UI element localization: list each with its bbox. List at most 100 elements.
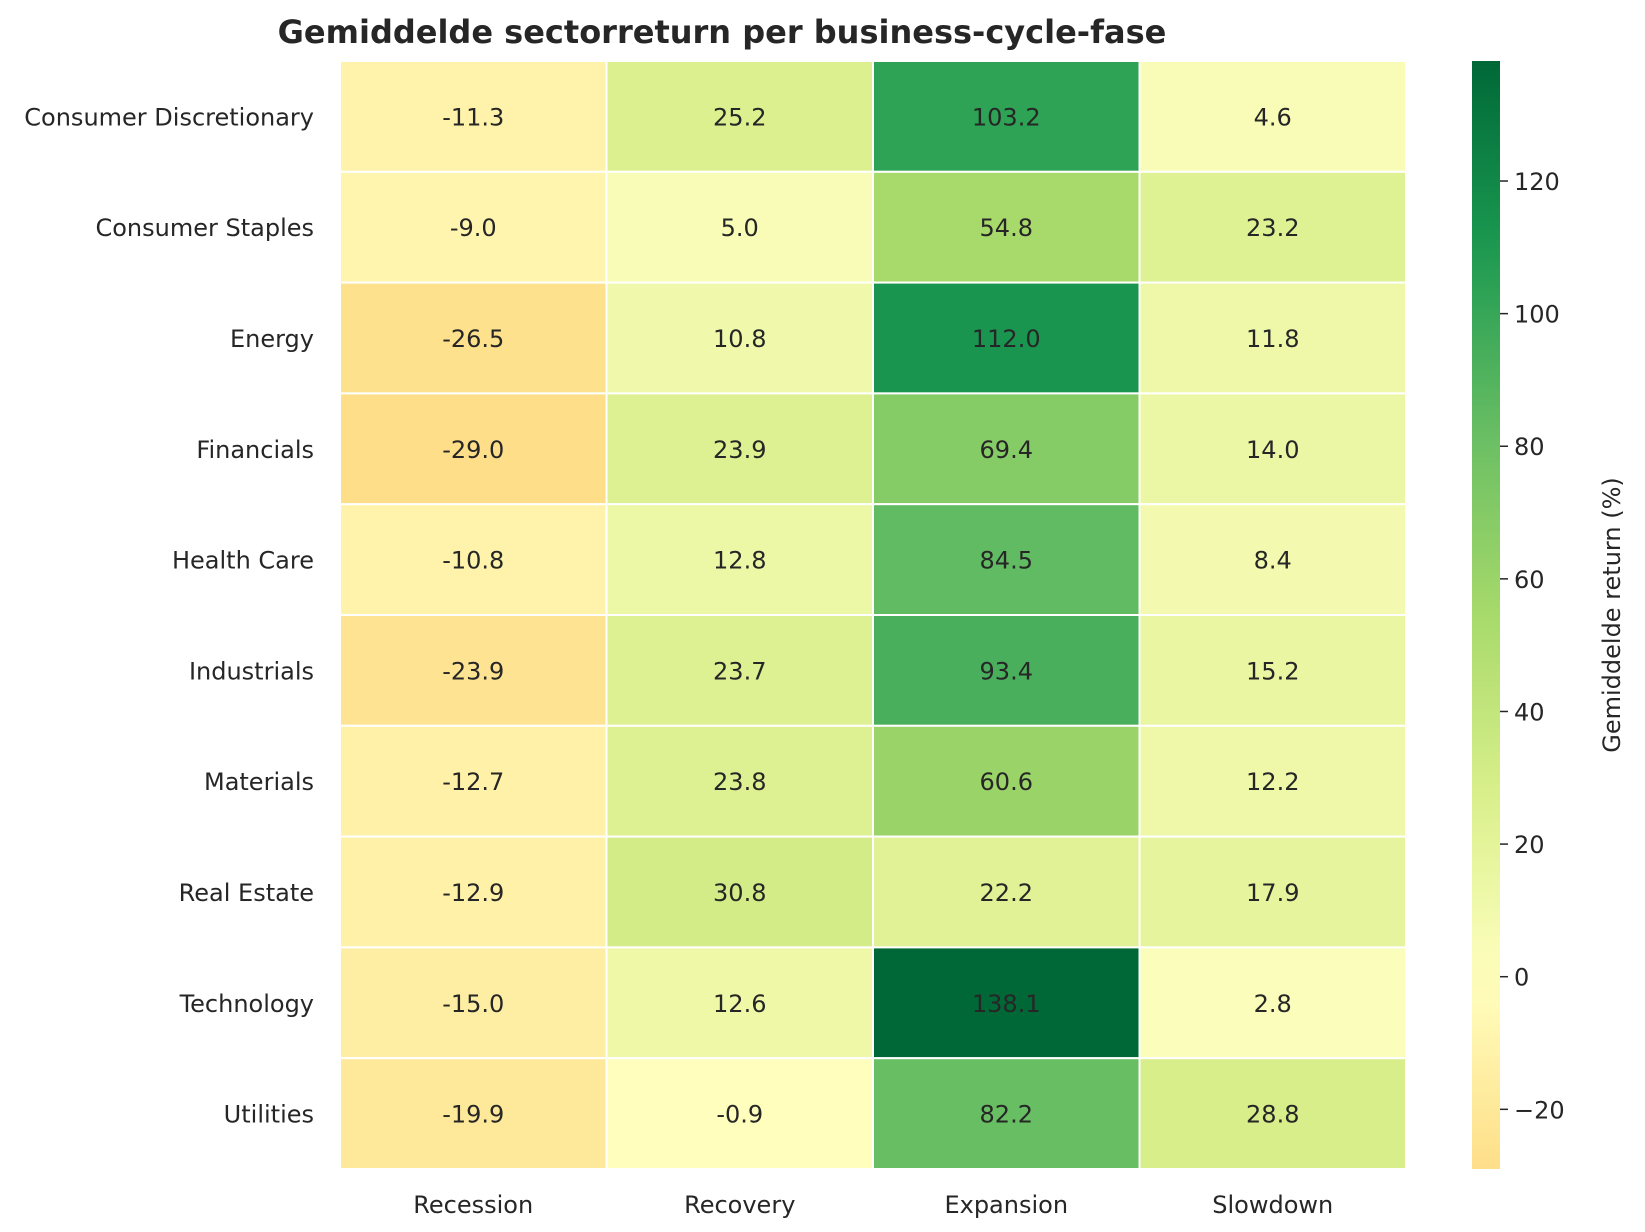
row-tick-label: Energy [230, 325, 314, 353]
heatmap-cell [1138, 946, 1407, 1060]
heatmap-cell [339, 170, 608, 284]
heatmap-cell [339, 1057, 608, 1170]
cell-value-label: 8.4 [1254, 547, 1292, 575]
cell-value-label: 11.8 [1246, 325, 1299, 353]
cell-value-label: 23.7 [713, 657, 766, 685]
cell-value-label: 82.2 [980, 1101, 1033, 1129]
row-tick-label: Utilities [224, 1101, 314, 1129]
cell-value-label: 84.5 [980, 547, 1033, 575]
row-tick-label: Financials [196, 436, 314, 464]
cell-value-label: -0.9 [716, 1101, 763, 1129]
colorbar-label: Gemiddelde return (%) [1598, 477, 1626, 752]
row-tick-label: Real Estate [179, 879, 314, 907]
chart-title: Gemiddelde sectorreturn per business-cyc… [278, 13, 1167, 51]
colorbar-tick-label: 100 [1514, 301, 1560, 329]
colorbar-tick-label: 60 [1514, 566, 1545, 594]
cell-value-label: -11.3 [442, 103, 504, 131]
cell-value-label: -9.0 [450, 214, 497, 242]
row-tick-label: Technology [179, 990, 314, 1018]
heatmap-cell [339, 724, 608, 838]
cell-value-label: 69.4 [980, 436, 1033, 464]
cell-value-label: 22.2 [980, 879, 1033, 907]
heatmap-cells: -11.3 25.2 103.2 4.6 -9.0 5.0 54.8 23.2 -26.5 10.… [339, 60, 1407, 1170]
heatmap-cell [605, 614, 874, 727]
cell-value-label: 23.9 [713, 436, 766, 464]
cell-value-label: 25.2 [713, 103, 766, 131]
cell-value-label: -10.8 [442, 547, 504, 575]
column-tick-label: Recession [413, 1191, 533, 1219]
colorbar-tick-label: 20 [1514, 831, 1545, 859]
row-tick-label: Materials [204, 768, 314, 796]
heatmap-cell [605, 392, 874, 506]
column-tick-label: Slowdown [1212, 1191, 1333, 1219]
cell-value-label: 14.0 [1246, 436, 1299, 464]
row-tick-label: Health Care [172, 547, 314, 575]
cell-value-label: 28.8 [1246, 1101, 1299, 1129]
heatmap-cell [872, 724, 1141, 838]
cell-value-label: 60.6 [980, 768, 1033, 796]
cell-value-label: -26.5 [442, 325, 504, 353]
heatmap-cell [1138, 281, 1407, 395]
heatmap-cell [605, 503, 874, 617]
cell-value-label: -19.9 [442, 1101, 504, 1129]
heatmap-cell [605, 170, 874, 284]
colorbar-tick-label: 120 [1514, 168, 1560, 196]
cell-value-label: 112.0 [972, 325, 1041, 353]
heatmap-cell [605, 1057, 874, 1170]
heatmap-cell [1138, 60, 1407, 173]
heatmap-cell [872, 614, 1141, 727]
cell-value-label: 2.8 [1254, 990, 1292, 1018]
heatmap-cell [1138, 724, 1407, 838]
cell-value-label: -12.9 [442, 879, 504, 907]
row-tick-label: Consumer Staples [95, 214, 314, 242]
column-labels: Recession Recovery Expansion Slowdown [413, 1191, 1333, 1219]
colorbar-tick-label: 40 [1514, 698, 1545, 726]
colorbar-tick-label: 80 [1514, 433, 1545, 461]
row-labels: Consumer Discretionary Consumer Staples En… [24, 103, 314, 1128]
row-tick-label: Consumer Discretionary [24, 103, 314, 131]
heatmap-cell [339, 392, 608, 506]
cell-value-label: 23.2 [1246, 214, 1299, 242]
cell-value-label: 30.8 [713, 879, 766, 907]
colorbar: −20 0 20 40 60 80 100 120 Gemiddelde return (%) [1472, 61, 1626, 1169]
column-tick-label: Recovery [684, 1191, 795, 1219]
heatmap-cell [1138, 1057, 1407, 1170]
heatmap-cell [872, 60, 1141, 173]
cell-value-label: 17.9 [1246, 879, 1299, 907]
heatmap-cell [1138, 503, 1407, 617]
heatmap-cell [1138, 392, 1407, 506]
cell-value-label: 103.2 [972, 103, 1041, 131]
heatmap-cell [872, 835, 1141, 949]
colorbar-ticks: −20 0 20 40 60 80 100 120 [1500, 168, 1565, 1124]
heatmap-cell [605, 281, 874, 395]
heatmap-cell [339, 614, 608, 727]
cell-value-label: 15.2 [1246, 657, 1299, 685]
cell-value-label: 93.4 [980, 657, 1033, 685]
cell-value-label: -15.0 [442, 990, 504, 1018]
cell-value-label: 10.8 [713, 325, 766, 353]
cell-value-label: 5.0 [721, 214, 759, 242]
cell-value-label: -29.0 [442, 436, 504, 464]
cell-value-label: -12.7 [442, 768, 504, 796]
cell-value-label: 12.6 [713, 990, 766, 1018]
colorbar-gradient [1472, 61, 1500, 1169]
colorbar-tick-label: 0 [1514, 964, 1529, 992]
column-tick-label: Expansion [944, 1191, 1068, 1219]
heatmap-cell [1138, 614, 1407, 727]
heatmap-cell [872, 503, 1141, 617]
cell-value-label: 4.6 [1254, 103, 1292, 131]
heatmap-cell [605, 60, 874, 173]
heatmap-cell [872, 1057, 1141, 1170]
cell-value-label: 138.1 [972, 990, 1041, 1018]
heatmap-cell [339, 60, 608, 173]
cell-value-label: 54.8 [980, 214, 1033, 242]
cell-value-label: 12.2 [1246, 768, 1299, 796]
heatmap-cell [339, 503, 608, 617]
heatmap-cell [872, 946, 1141, 1060]
cell-value-label: 12.8 [713, 547, 766, 575]
row-tick-label: Industrials [189, 657, 314, 685]
colorbar-tick-label: −20 [1514, 1096, 1565, 1124]
heatmap-cell [1138, 170, 1407, 284]
cell-value-label: 23.8 [713, 768, 766, 796]
